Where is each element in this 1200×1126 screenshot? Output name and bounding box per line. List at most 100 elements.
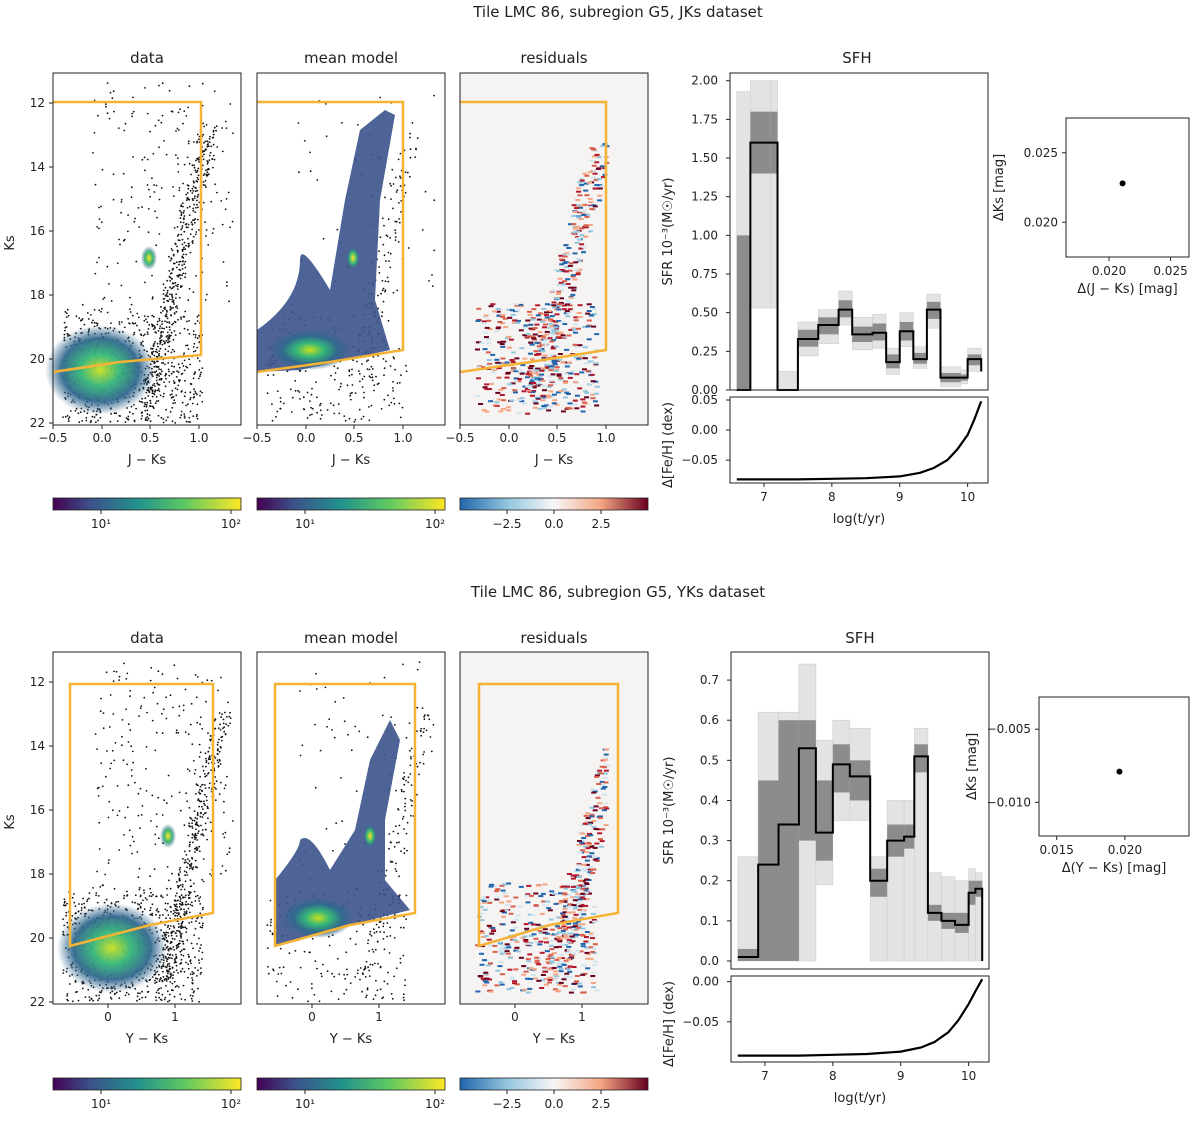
cmd-star-point	[141, 990, 143, 993]
residual-pixel	[590, 380, 596, 383]
cmd-star-point	[299, 398, 301, 400]
residual-pixel	[558, 281, 564, 284]
cmd-star-point	[158, 916, 161, 919]
cmd-star-point	[192, 841, 194, 844]
cmd-star-point	[170, 910, 172, 913]
residual-pixel	[547, 968, 553, 971]
cmd-star-point	[298, 171, 300, 174]
residual-pixel	[544, 941, 549, 944]
cmd-star-point	[165, 717, 168, 720]
residual-pixel	[573, 913, 579, 916]
cmd-star-point	[314, 960, 317, 963]
cmd-star-point	[382, 287, 385, 290]
cmd-star-point	[134, 781, 136, 784]
cmd-star-point	[373, 389, 375, 392]
residual-pixel	[536, 374, 542, 376]
cmd-star-point	[191, 197, 194, 200]
cmd-star-point	[106, 750, 108, 752]
cmd-star-point	[123, 238, 126, 241]
cmd-star-point	[191, 988, 194, 991]
residual-pixel	[512, 982, 517, 985]
cmd-star-point	[100, 762, 103, 764]
cmd-star-point	[183, 246, 185, 249]
residual-pixel	[524, 388, 530, 390]
residual-pixel	[491, 369, 497, 372]
cmd-star-point	[177, 157, 179, 160]
cmd-star-point	[188, 822, 191, 825]
residual-pixel	[554, 325, 560, 328]
residual-pixel	[510, 382, 516, 385]
cmd-star-point	[131, 115, 134, 118]
cmd-star-point	[208, 787, 211, 789]
cmd-star-point	[179, 931, 182, 934]
cmd-star-point	[151, 347, 154, 350]
cmd-star-point	[221, 150, 224, 153]
cmd-star-point	[404, 809, 407, 812]
residual-pixel	[487, 899, 492, 902]
cmd-star-point	[194, 836, 196, 839]
cmd-star-point	[410, 756, 412, 758]
cmd-star-point	[410, 814, 412, 817]
cmd-star-point	[144, 333, 146, 336]
residual-pixel	[581, 897, 587, 900]
residual-pixel	[550, 347, 556, 350]
residual-pixel	[566, 334, 572, 337]
cmd-xtick-label: 0.0	[296, 431, 315, 445]
residual-pixel	[566, 926, 572, 929]
residual-pixel	[591, 170, 597, 173]
cmd-star-point	[151, 296, 154, 299]
cmd-star-point	[382, 938, 385, 940]
cmd-star-point	[204, 775, 207, 778]
residual-pixel	[550, 956, 556, 959]
cmd-star-point	[74, 905, 77, 907]
cmd-star-point	[399, 961, 402, 964]
residual-pixel	[588, 934, 594, 937]
residual-pixel	[541, 319, 547, 322]
cmd-star-point	[157, 973, 160, 976]
residual-pixel	[552, 988, 558, 991]
cmd-star-point	[196, 189, 199, 192]
residual-pixel	[548, 318, 554, 321]
cmd-star-point	[154, 979, 156, 982]
residual-pixel	[590, 975, 596, 977]
colorbar-tick-label: 10²	[425, 1097, 445, 1111]
cmd-star-point	[201, 833, 204, 836]
cmd-star-point	[108, 726, 111, 728]
cmd-star-point	[115, 901, 118, 903]
residual-pixel	[488, 400, 494, 403]
residual-pixel	[579, 841, 585, 844]
cmd-star-point	[161, 323, 164, 325]
residual-pixel	[513, 968, 519, 971]
residual-pixel	[594, 842, 600, 845]
residual-pixel	[554, 932, 560, 935]
residual-pixel	[568, 262, 574, 265]
residual-pixel	[594, 775, 599, 778]
cmd-star-point	[191, 228, 194, 231]
cmd-star-point	[169, 286, 171, 289]
residual-pixel	[593, 362, 599, 365]
cmd-star-point	[173, 320, 176, 323]
cmd-star-point	[150, 405, 152, 407]
cmd-star-point	[83, 902, 85, 905]
cmd-star-point	[174, 334, 177, 336]
residual-pixel	[500, 322, 505, 325]
cmd-star-point	[140, 412, 143, 414]
cmd-star-point	[403, 790, 405, 793]
cmd-star-point	[396, 382, 399, 384]
cmd-star-point	[185, 911, 188, 914]
residual-pixel	[478, 906, 484, 909]
cmd-star-point	[156, 389, 159, 392]
cmd-star-point	[195, 821, 198, 824]
cmd-star-point	[176, 235, 179, 237]
cmd-star-point	[95, 892, 98, 894]
residual-pixel	[531, 308, 537, 311]
cmd-star-point	[316, 967, 318, 970]
residual-pixel	[546, 310, 552, 313]
cmd-star-point	[394, 232, 397, 234]
cmd-star-point	[181, 238, 184, 241]
cmd-star-point	[340, 382, 342, 385]
residual-pixel	[554, 366, 560, 369]
cmd-star-point	[343, 415, 346, 417]
cmd-star-point	[179, 993, 182, 996]
